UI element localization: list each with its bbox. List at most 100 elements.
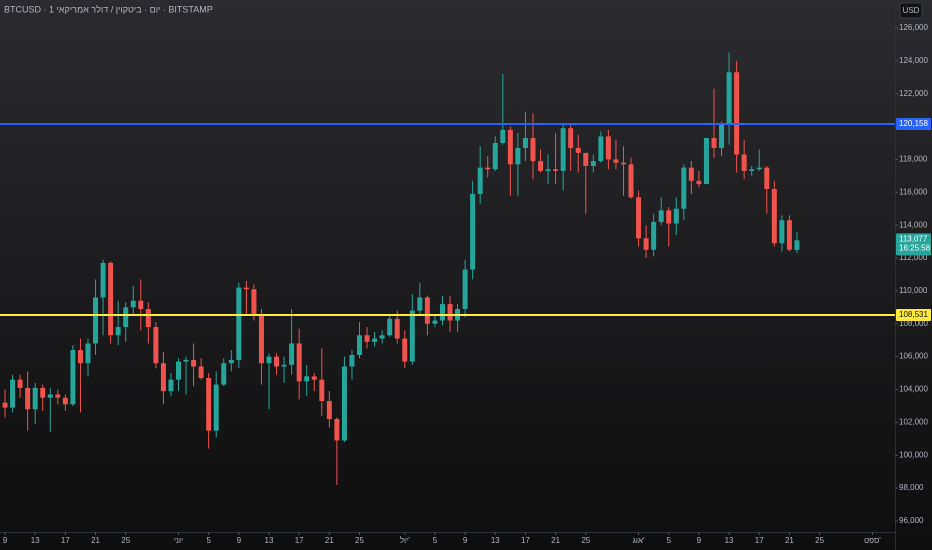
y-tick-label: 108,000 bbox=[899, 319, 928, 328]
candle-body bbox=[93, 297, 99, 344]
candle-body bbox=[221, 363, 227, 385]
candle-body bbox=[372, 338, 378, 342]
y-tick-label: 98,000 bbox=[899, 483, 924, 492]
candle-body bbox=[341, 366, 347, 441]
y-tick-label: 96,000 bbox=[899, 516, 924, 525]
candle-body bbox=[719, 124, 725, 148]
candle-body bbox=[289, 343, 295, 365]
candle-body bbox=[153, 327, 159, 364]
candle-body bbox=[115, 327, 121, 336]
x-tick-label: 5 bbox=[433, 536, 438, 545]
candle-body bbox=[522, 138, 528, 148]
candle-body bbox=[266, 356, 272, 364]
last-price-label: 113,077 bbox=[899, 234, 928, 243]
candle-body bbox=[70, 350, 76, 405]
candle-body bbox=[658, 210, 664, 222]
candle-body bbox=[100, 262, 106, 298]
currency-label[interactable]: USD bbox=[903, 6, 920, 15]
countdown: 16:25:58 bbox=[899, 243, 931, 252]
candle-body bbox=[515, 147, 521, 165]
x-tick-label: יול' bbox=[400, 536, 410, 545]
x-tick-label: 9 bbox=[697, 536, 702, 545]
y-tick-label: 112,000 bbox=[899, 253, 928, 262]
candle-body bbox=[62, 397, 68, 405]
candle-body bbox=[620, 162, 626, 165]
candle-body bbox=[703, 138, 709, 185]
candle-body bbox=[206, 378, 212, 431]
candle-body bbox=[402, 338, 408, 362]
candle-body bbox=[651, 221, 657, 250]
candle-body bbox=[175, 361, 181, 380]
candle-body bbox=[334, 419, 340, 441]
candle-body bbox=[85, 343, 91, 364]
candle-body bbox=[32, 387, 38, 410]
candle-body bbox=[296, 343, 302, 382]
candle-body bbox=[628, 164, 634, 198]
candle-body bbox=[145, 308, 151, 328]
x-tick-label: 17 bbox=[755, 536, 764, 545]
candle-body bbox=[673, 208, 679, 224]
x-tick-label: 17 bbox=[61, 536, 70, 545]
y-tick-label: 124,000 bbox=[899, 56, 928, 65]
x-tick-label: 5 bbox=[206, 536, 211, 545]
y-tick-label: 118,000 bbox=[899, 155, 928, 164]
candle-body bbox=[130, 300, 136, 308]
candle-body bbox=[40, 387, 46, 398]
candle-body bbox=[779, 220, 785, 244]
x-tick-label: 25 bbox=[121, 536, 130, 545]
candle-body bbox=[439, 304, 445, 321]
candle-body bbox=[538, 161, 544, 171]
x-tick-label: 21 bbox=[551, 536, 560, 545]
candle-body bbox=[794, 240, 800, 250]
x-tick-label: 9 bbox=[237, 536, 242, 545]
x-tick-label: 13 bbox=[491, 536, 500, 545]
x-tick-label: 21 bbox=[785, 536, 794, 545]
candle-body bbox=[530, 138, 536, 162]
candle-body bbox=[387, 318, 393, 336]
candle-body bbox=[432, 320, 438, 324]
candle-body bbox=[281, 364, 287, 367]
candle-body bbox=[568, 128, 574, 148]
x-tick-label: 25 bbox=[581, 536, 590, 545]
y-tick-label: 100,000 bbox=[899, 450, 928, 459]
candle-body bbox=[462, 269, 468, 309]
candle-body bbox=[643, 238, 649, 250]
candle-body bbox=[357, 335, 363, 355]
chart-title: BTCUSD · 1 יום · ביטקוין / דולר אמריקאי … bbox=[4, 4, 213, 14]
price-label-box bbox=[896, 309, 931, 322]
candle-body bbox=[545, 169, 551, 171]
candle-body bbox=[108, 262, 114, 336]
candle-body bbox=[688, 167, 694, 181]
y-tick-label: 126,000 bbox=[899, 23, 928, 32]
x-tick-label: 17 bbox=[521, 536, 530, 545]
price-label: 108,531 bbox=[899, 310, 928, 319]
candle-body bbox=[394, 318, 400, 339]
candle-body bbox=[424, 297, 430, 324]
candle-body bbox=[575, 147, 581, 153]
candle-body bbox=[311, 376, 317, 380]
candle-body bbox=[47, 394, 53, 398]
candle-body bbox=[25, 387, 31, 410]
candle-body bbox=[77, 350, 83, 364]
currency-button[interactable] bbox=[899, 2, 923, 19]
candle-body bbox=[749, 169, 755, 171]
candle-body bbox=[198, 366, 204, 379]
candle-body bbox=[123, 307, 129, 328]
candle-body bbox=[274, 356, 280, 367]
candle-body bbox=[326, 401, 332, 420]
candle-body bbox=[583, 152, 589, 166]
candle-body bbox=[477, 167, 483, 194]
candle-body bbox=[711, 138, 717, 148]
candle-body bbox=[349, 354, 355, 367]
x-tick-label: 17 bbox=[295, 536, 304, 545]
candle-body bbox=[764, 167, 770, 190]
candle-body bbox=[243, 287, 249, 290]
candle-body bbox=[213, 384, 219, 431]
x-tick-label: 9 bbox=[463, 536, 468, 545]
candle-body bbox=[228, 359, 234, 364]
y-tick-label: 116,000 bbox=[899, 187, 928, 196]
x-tick-label: ספט' bbox=[864, 536, 881, 545]
candle-body bbox=[636, 197, 642, 239]
candle-body bbox=[492, 142, 498, 170]
